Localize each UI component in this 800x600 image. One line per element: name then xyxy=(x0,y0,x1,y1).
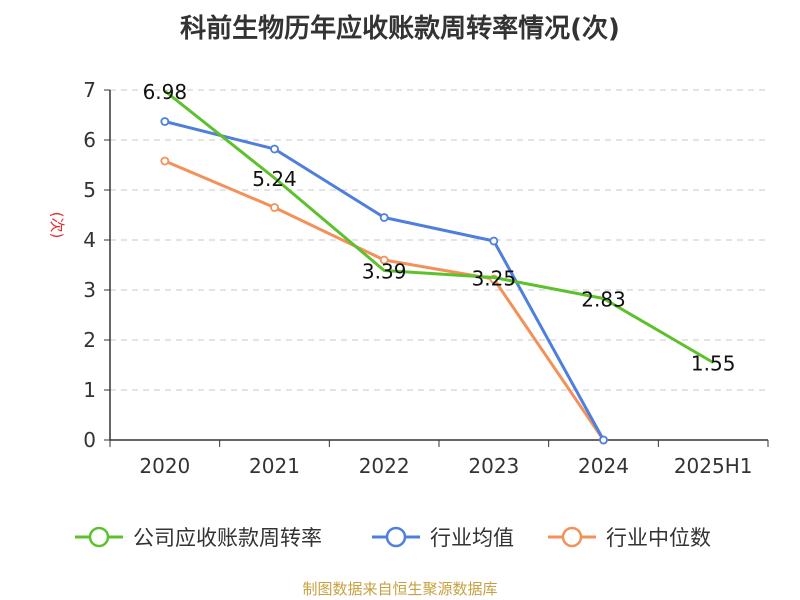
series-line xyxy=(163,89,714,364)
legend-label: 行业均值 xyxy=(430,526,514,550)
data-labels: 6.98 5.24 3.39 3.25 2.83 1.55 xyxy=(143,80,736,376)
data-label: 3.25 xyxy=(472,267,517,291)
series-line xyxy=(164,159,605,441)
series-lines xyxy=(160,89,714,445)
data-point xyxy=(599,435,608,445)
x-tick-label: 2022 xyxy=(359,454,410,478)
x-tick-label: 2024 xyxy=(578,454,629,478)
data-label: 3.39 xyxy=(362,260,407,284)
legend-marker xyxy=(88,526,110,548)
y-tick-label: 5 xyxy=(83,178,96,202)
y-tick-label: 4 xyxy=(83,228,96,252)
legend: 公司应收账款周转率 行业均值 行业中位数 xyxy=(75,526,711,550)
data-label: 5.24 xyxy=(252,167,297,191)
grid-lines xyxy=(110,89,768,391)
x-tick-label: 2021 xyxy=(249,454,300,478)
data-point xyxy=(489,236,499,246)
y-tick-label: 2 xyxy=(83,328,96,352)
chart-title: 科前生物历年应收账款周转率情况(次) xyxy=(180,14,620,44)
legend-label: 行业中位数 xyxy=(606,526,711,550)
data-label: 2.83 xyxy=(581,288,626,312)
data-point xyxy=(379,213,389,222)
legend-marker xyxy=(561,526,583,548)
data-label: 6.98 xyxy=(143,80,188,104)
y-tick-label: 7 xyxy=(83,78,96,102)
data-point xyxy=(379,255,389,265)
data-point xyxy=(160,117,170,126)
y-tick-label: 0 xyxy=(83,428,96,452)
y-axis-label: (次) xyxy=(48,212,66,239)
y-tick-label: 3 xyxy=(83,278,96,302)
data-source-note: 制图数据来自恒生聚源数据库 xyxy=(302,580,498,598)
x-tick-label: 2020 xyxy=(139,454,190,478)
data-point xyxy=(270,203,279,212)
y-tick-label: 6 xyxy=(83,128,96,152)
legend-label: 公司应收账款周转率 xyxy=(133,526,322,550)
x-tick-label: 2025H1 xyxy=(674,454,753,478)
legend-marker xyxy=(385,526,407,548)
data-point xyxy=(270,144,279,154)
y-tick-label: 1 xyxy=(83,378,96,402)
axes: 0 1 2 3 4 5 6 7 2020 2021 2022 2023 2024 2025H1 (次) xyxy=(48,78,769,478)
data-label: 1.55 xyxy=(691,352,736,376)
data-point xyxy=(160,156,170,166)
x-tick-label: 2023 xyxy=(468,454,519,478)
